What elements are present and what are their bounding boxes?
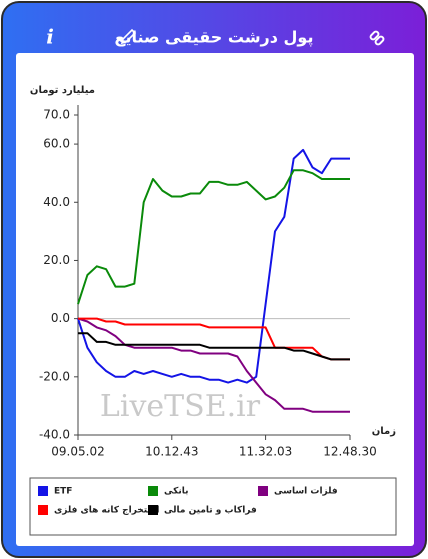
x-tick-label: 12.48.30: [323, 445, 376, 459]
legend-swatch: [148, 486, 158, 496]
x-tick-label: 10.12.43: [145, 445, 198, 459]
edit-icon[interactable]: [120, 28, 137, 45]
watermark: LiveTSE.ir: [100, 389, 261, 424]
y-tick-label: -40.0: [39, 428, 70, 442]
legend-label: فلزات اساسی: [274, 487, 338, 497]
legend-label: استخراج کانه های فلزی: [54, 506, 159, 516]
series-line: [78, 332, 350, 361]
y-tick-label: 60.0: [43, 137, 70, 151]
y-tick-label: -20.0: [39, 369, 70, 383]
legend-swatch: [148, 505, 158, 515]
series-line: [77, 148, 350, 384]
x-tick-label: 11.32.03: [239, 445, 292, 459]
series-line: [78, 317, 350, 361]
chart-panel: [16, 53, 414, 546]
legend-label: ETF: [54, 487, 72, 497]
legend-swatch: [38, 486, 48, 496]
x-axis-label: زمان: [372, 426, 396, 437]
y-tick-label: 40.0: [43, 195, 70, 209]
legend-label: فراکاب و تامین مالی: [164, 506, 257, 516]
link-icon[interactable]: [369, 30, 385, 46]
info-icon[interactable]: i: [46, 25, 54, 49]
y-axis-label: میلیارد تومان: [30, 85, 95, 96]
legend-swatch: [258, 486, 268, 496]
legend-swatch: [38, 505, 48, 515]
y-tick-label: 70.0: [43, 108, 70, 122]
header-title: پول درشت حقیقی صنایع: [115, 28, 314, 48]
x-tick-label: 09.05.02: [51, 445, 104, 459]
legend-label: بانکی: [164, 487, 188, 497]
series-line: [77, 317, 350, 413]
y-tick-label: 20.0: [43, 253, 70, 267]
y-tick-label: 0.0: [51, 311, 70, 325]
legend-box: [29, 477, 397, 536]
series-line: [77, 169, 350, 305]
